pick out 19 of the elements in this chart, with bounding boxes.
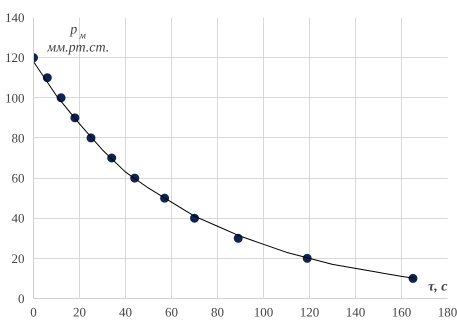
- x-tick-label: 80: [211, 304, 224, 320]
- y-tick-label: 100: [5, 90, 24, 106]
- x-tick-label: 180: [438, 304, 457, 320]
- x-tick-label: 20: [73, 304, 86, 320]
- x-tick-label: 60: [165, 304, 178, 320]
- x-tick-label: 40: [119, 304, 132, 320]
- x-tick-label: 160: [392, 304, 412, 320]
- y-tick-label: 120: [5, 50, 24, 66]
- y-tick-label: 140: [5, 10, 24, 25]
- x-tick-label: 120: [300, 304, 320, 320]
- x-tick-label: 0: [30, 304, 37, 320]
- x-tick-label: 100: [254, 304, 274, 320]
- y-tick-label: 0: [18, 291, 24, 306]
- y-tick-label: 40: [12, 210, 24, 226]
- y-tick-label: 80: [12, 130, 24, 146]
- x-tick-label: 140: [346, 304, 366, 320]
- y-tick-label: 60: [12, 170, 24, 186]
- y-tick-label: 20: [12, 250, 24, 266]
- x-axis-title: τ, с: [428, 279, 448, 294]
